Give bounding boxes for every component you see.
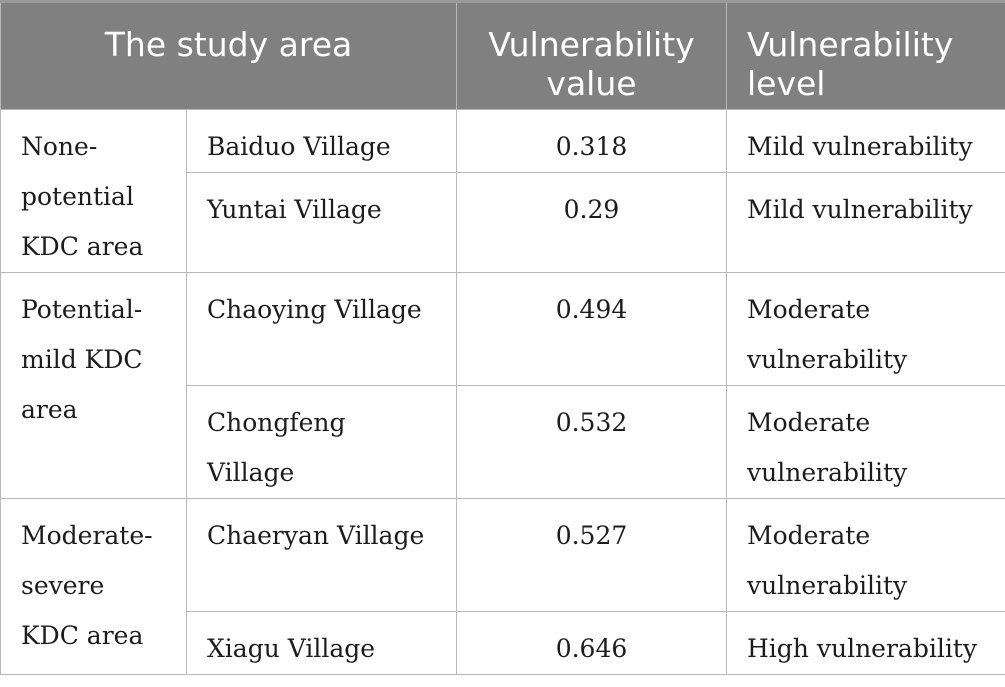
village-name: Chaeryan Village [186,498,457,612]
table-row: Moderate-severe KDC area Chaeryan Villag… [0,498,1005,675]
vulnerability-level: High vulnerability [726,611,1005,675]
group-label: Potential-mild KDC area [0,272,187,499]
table-row: Potential-mild KDC area Chaoying Village… [0,272,1005,499]
village-name: Chongfeng Village [186,385,457,499]
group-label: Moderate-severe KDC area [0,498,187,675]
group-label: None-potential KDC area [0,109,187,273]
vulnerability-value: 0.527 [456,498,727,612]
vulnerability-level: Moderate vulnerability [726,498,1005,612]
table-row: Xiagu Village 0.646 High vulnerability [1,611,1005,675]
table-row: None-potential KDC area Baiduo Village 0… [0,109,1005,273]
vulnerability-level: Mild vulnerability [726,172,1005,273]
vulnerability-value: 0.646 [456,611,727,675]
village-name: Xiagu Village [186,611,457,675]
vulnerability-value: 0.494 [456,272,727,386]
vulnerability-level: Moderate vulnerability [726,272,1005,386]
vulnerability-level: Mild vulnerability [726,109,1005,173]
village-name: Chaoying Village [186,272,457,386]
table-body: None-potential KDC area Baiduo Village 0… [0,109,1005,675]
vulnerability-value: 0.29 [456,172,727,273]
table-header: The study area Vulnerability value Vulne… [0,0,1005,110]
village-name: Yuntai Village [186,172,457,273]
header-vulnerability-level: Vulnerability level [726,0,1005,110]
vulnerability-value: 0.532 [456,385,727,499]
header-vulnerability-value: Vulnerability value [456,0,727,110]
vulnerability-level: Moderate vulnerability [726,385,1005,499]
vulnerability-value: 0.318 [456,109,727,173]
header-row: The study area Vulnerability value Vulne… [0,0,1005,110]
village-name: Baiduo Village [186,109,457,173]
table-row: Yuntai Village 0.29 Mild vulnerability [1,172,1005,273]
header-study-area: The study area [0,0,457,110]
